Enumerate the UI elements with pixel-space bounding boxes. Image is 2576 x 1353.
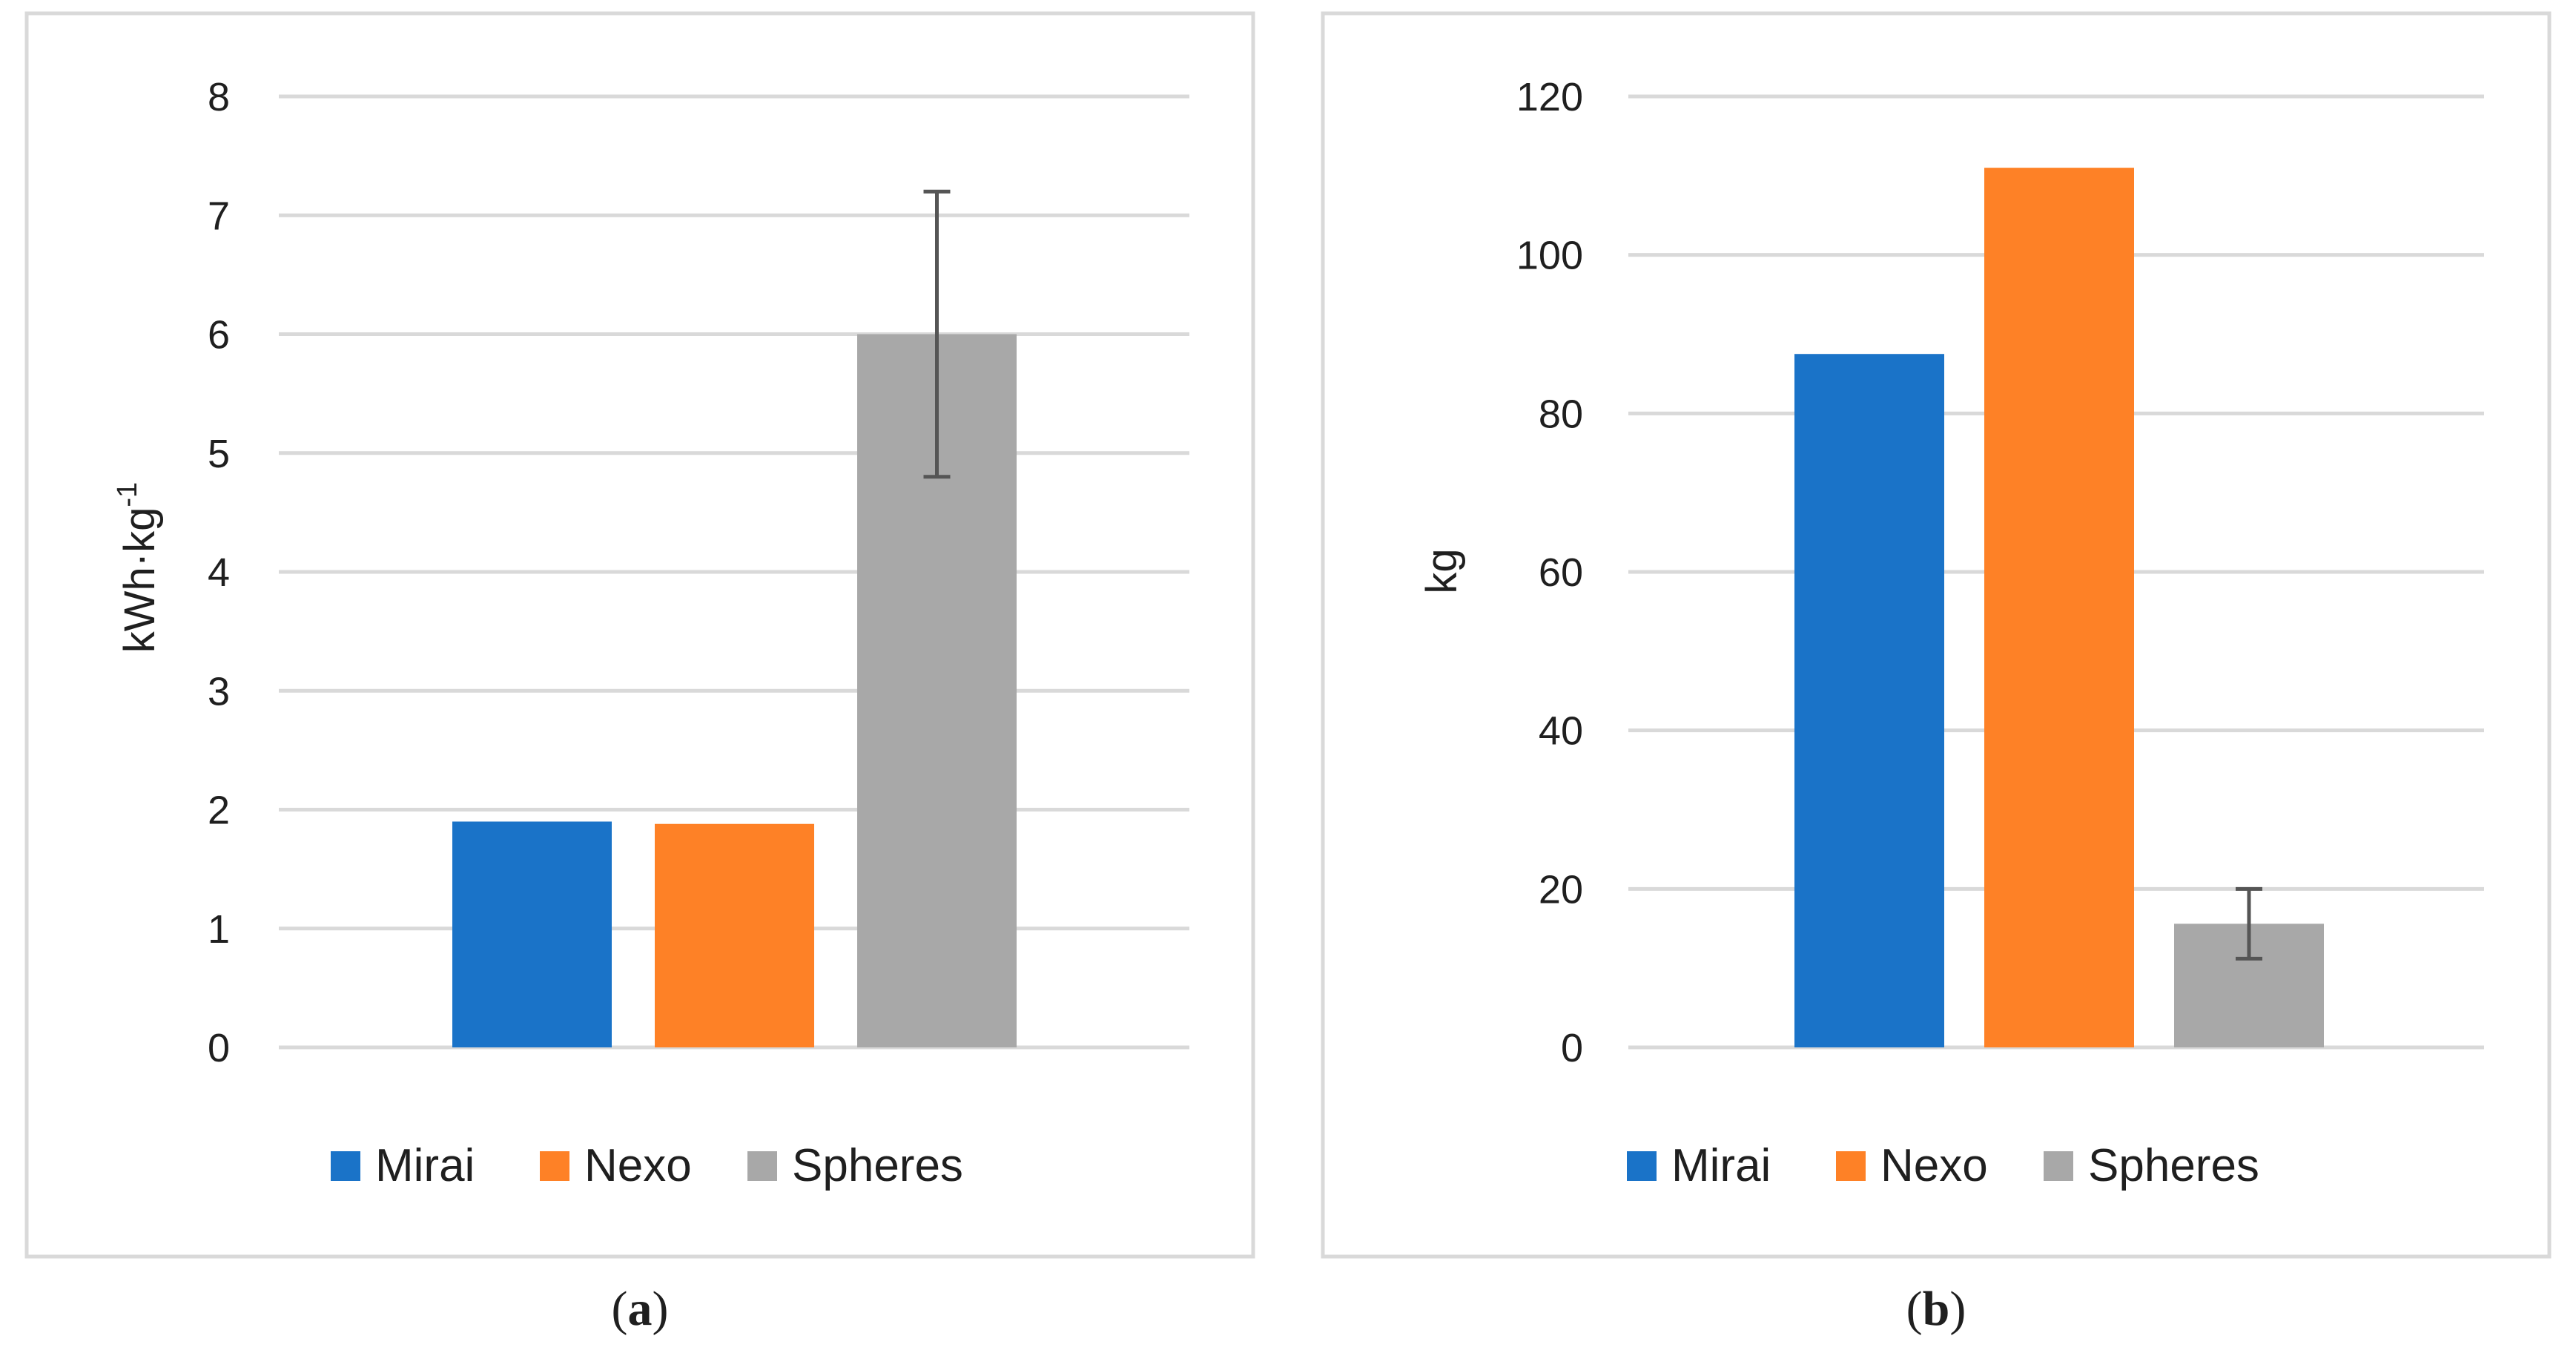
panel-b-y-ticks: 0 20 40 60 80 100 120 — [1516, 75, 1583, 1070]
panel-a-y-tick-label: 3 — [208, 669, 230, 714]
panel-a-legend-swatch-mirai — [331, 1151, 360, 1181]
panel-b-y-axis-title: kg — [1418, 548, 1466, 593]
panel-b-caption-open: ( — [1906, 1282, 1923, 1336]
panel-a-y-tick-label: 8 — [208, 75, 230, 119]
panel-b-y-tick-label: 0 — [1561, 1026, 1583, 1070]
panel-b-legend: Mirai Nexo Spheres — [1627, 1140, 2259, 1191]
panel-a-bars — [452, 334, 1017, 1047]
panel-b-legend-label-nexo: Nexo — [1880, 1140, 1988, 1191]
panel-b-bar-nexo — [1984, 168, 2134, 1047]
panel-a-y-tick-label: 2 — [208, 789, 230, 833]
panel-b-legend-swatch-mirai — [1627, 1151, 1657, 1181]
panel-b-bar-mirai — [1794, 354, 1944, 1047]
panel-a-bar-mirai — [452, 821, 612, 1047]
panel-a-legend-swatch-nexo — [540, 1151, 569, 1181]
panel-a-caption-close: ) — [653, 1282, 669, 1336]
panel-a-legend-label-spheres: Spheres — [792, 1140, 963, 1191]
panel-a-gridlines — [279, 94, 1189, 1050]
panel-b-caption: (b) — [1906, 1282, 1966, 1336]
panel-b-legend-swatch-spheres — [2044, 1151, 2073, 1181]
panel-b-legend-swatch-nexo — [1836, 1151, 1866, 1181]
panel-a-legend-label-mirai: Mirai — [375, 1140, 475, 1191]
panel-b-error-bars — [2236, 886, 2262, 961]
panel-a-caption-letter: a — [628, 1282, 653, 1336]
panel-b-legend-label-mirai: Mirai — [1671, 1140, 1771, 1191]
panel-a-legend: Mirai Nexo Spheres — [331, 1140, 963, 1191]
panel-b-y-tick-label: 60 — [1539, 550, 1583, 595]
panel-a-y-tick-label: 7 — [208, 194, 230, 238]
panel-b-caption-letter: b — [1923, 1282, 1950, 1336]
panel-b-y-tick-label: 120 — [1516, 75, 1583, 119]
panel-a-legend-swatch-spheres — [747, 1151, 777, 1181]
panel-a-y-axis-superscript: -1 — [112, 482, 143, 507]
panel-a-y-ticks: 0 1 2 3 4 5 6 7 8 — [208, 75, 230, 1070]
panel-a-legend-label-nexo: Nexo — [584, 1140, 692, 1191]
panel-a-y-axis-title: kWh·kg-1 — [112, 482, 164, 653]
panel-a-y-tick-label: 6 — [208, 313, 230, 358]
panel-b-y-tick-label: 100 — [1516, 234, 1583, 278]
panel-b-y-tick-label: 80 — [1539, 392, 1583, 436]
panel-a-caption: (a) — [612, 1282, 669, 1336]
panel-a-y-tick-label: 4 — [208, 550, 230, 595]
panel-a-bar-nexo — [655, 823, 814, 1047]
panel-a-y-tick-label: 1 — [208, 907, 230, 952]
panel-b-y-tick-label: 40 — [1539, 709, 1583, 754]
panel-a-frame — [24, 11, 1255, 1259]
panel-a-caption-open: ( — [612, 1282, 628, 1336]
chart-panel-b: 0 20 40 60 80 100 120 kg Mirai Nexo Spheres (b… — [1321, 11, 2552, 1336]
panel-b-bars — [1794, 168, 2324, 1047]
panel-a-y-tick-label: 5 — [208, 432, 230, 476]
panel-a-y-tick-label: 0 — [208, 1026, 230, 1070]
panel-b-caption-close: ) — [1949, 1282, 1966, 1336]
panel-b-y-tick-label: 20 — [1539, 867, 1583, 912]
panel-a-y-axis-unit: kWh·kg — [116, 507, 164, 654]
chart-panel-a: 0 1 2 3 4 5 6 7 8 kWh·kg-1 Mirai Nexo Spheres (a… — [24, 11, 1255, 1336]
panel-a-error-bars — [923, 189, 951, 479]
panel-b-legend-label-spheres: Spheres — [2088, 1140, 2259, 1191]
